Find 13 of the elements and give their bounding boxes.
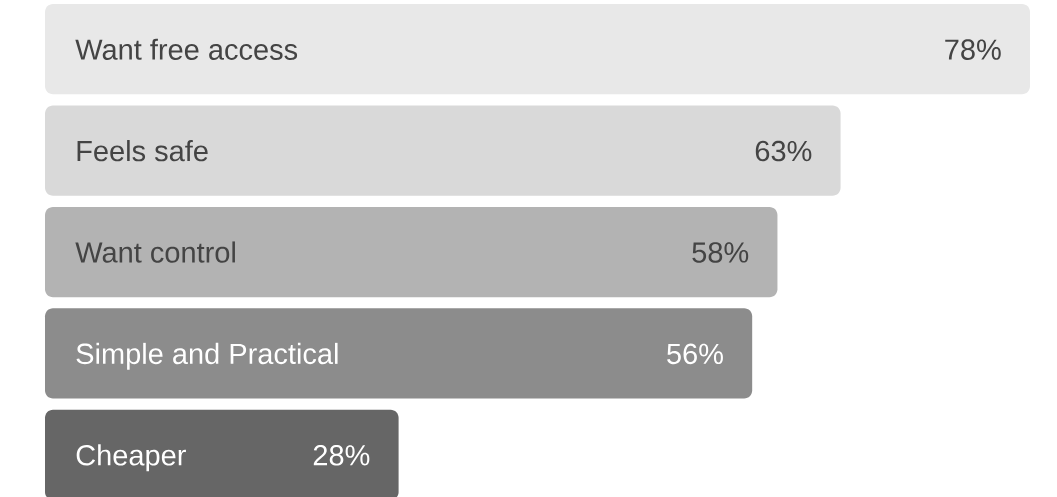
data-label: 58% xyxy=(692,242,749,263)
y-tick-label: Feels safe xyxy=(77,140,208,162)
data-label: 78% xyxy=(945,39,1001,60)
data-label: 56% xyxy=(667,343,723,365)
data-label: 28% xyxy=(313,445,370,466)
bar xyxy=(45,308,753,399)
y-tick-label: Simple and Practical xyxy=(76,342,338,370)
y-tick-label: Want free access xyxy=(75,38,298,60)
y-tick-label: Cheaper xyxy=(76,444,186,472)
bar xyxy=(45,105,841,196)
y-tick-label: Want control xyxy=(75,241,235,263)
bar xyxy=(45,206,778,298)
data-label: 63% xyxy=(755,140,812,162)
